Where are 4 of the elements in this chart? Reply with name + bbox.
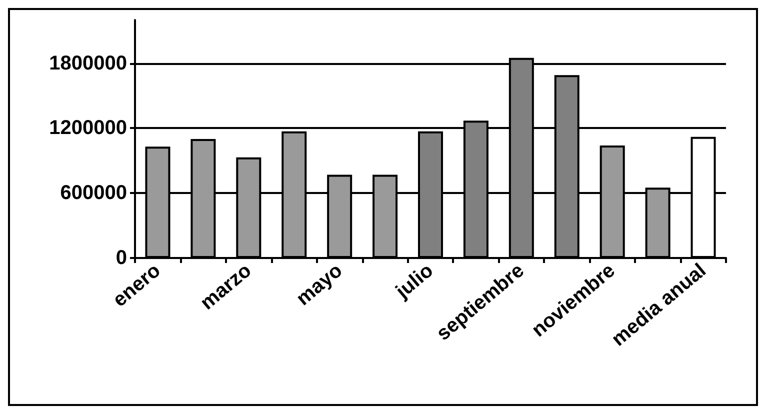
y-tick-label: 1200000: [49, 117, 127, 140]
y-tick-label: 600000: [60, 182, 127, 204]
y-tick-label: 1800000: [49, 52, 127, 74]
y-tick-label: 0: [116, 247, 127, 269]
